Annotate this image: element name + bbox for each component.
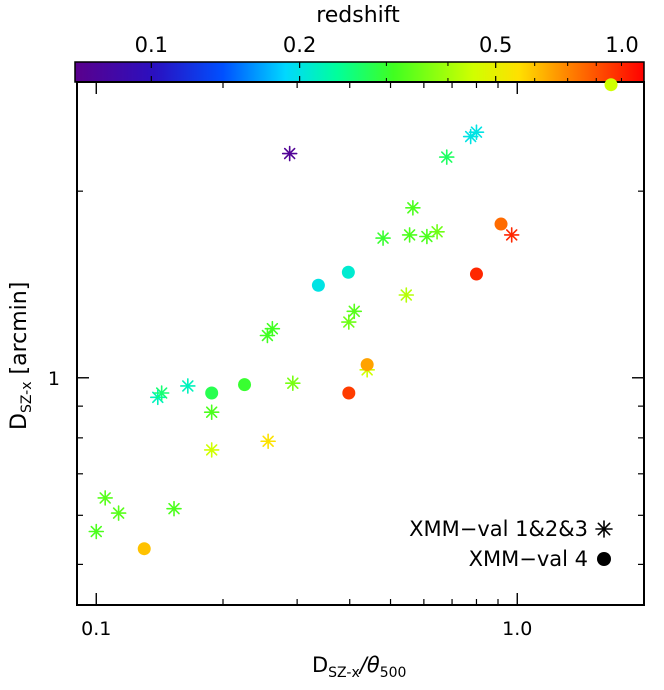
asterisk-point [401, 227, 418, 243]
legend: XMM−val 1&2&3 XMM−val 4 [409, 517, 613, 571]
asterisk-point [438, 149, 455, 165]
circle-point [311, 278, 325, 292]
asterisk-point [180, 378, 196, 394]
colorbar-tick-label: 0.1 [135, 33, 168, 57]
x-axis-label-theta: /θ [358, 653, 380, 677]
asterisk-point [346, 303, 363, 320]
axis-ticks: 0.1 1.0 1 [48, 81, 644, 640]
legend-asterisk-mark [595, 520, 613, 538]
asterisk-point [503, 227, 520, 243]
legend-label-asterisk: XMM−val 1&2&3 [409, 517, 588, 541]
colorbar-tick-label: 0.5 [479, 33, 512, 57]
circle-point [342, 386, 356, 400]
y-axis-label-main: D [7, 413, 32, 430]
colorbar [74, 61, 645, 83]
circle-point [494, 217, 508, 231]
asterisk-point [341, 314, 357, 330]
legend-label-circle: XMM−val 4 [469, 547, 588, 571]
x-axis-label-sub: SZ-x [328, 665, 360, 681]
y-axis-label-unit: [arcmin] [7, 282, 32, 382]
x-tick-label: 1.0 [502, 618, 532, 640]
asterisk-point [405, 200, 421, 216]
legend-asterisk-icon [595, 520, 613, 538]
asterisk-point [281, 145, 298, 162]
circle-point [604, 78, 618, 92]
asterisk-point [110, 505, 127, 521]
colorbar-ticks: 0.1 0.2 0.5 1.0 [135, 33, 639, 82]
asterisk-point [88, 523, 105, 540]
x-axis-label: DSZ-x/θ500 [312, 653, 406, 681]
colorbar-tick-label: 0.2 [283, 33, 316, 57]
asterisk-point [375, 230, 391, 246]
circle-point [341, 265, 355, 279]
legend-circle-icon [597, 552, 611, 566]
circle-point [238, 378, 252, 392]
asterisk-point [153, 385, 170, 401]
asterisk-point [203, 442, 220, 458]
asterisk-point [259, 327, 276, 344]
asterisk-point [203, 404, 220, 420]
y-tick-label: 1 [48, 368, 60, 390]
y-axis-label-sub: SZ-x [19, 381, 35, 413]
asterisk-point [398, 287, 415, 303]
asterisk-point [468, 124, 485, 140]
asterisk-point [419, 228, 435, 245]
circle-point [205, 386, 219, 400]
data-points [88, 78, 618, 556]
colorbar-title: redshift [316, 3, 400, 28]
colorbar-tick-label: 1.0 [605, 33, 638, 57]
asterisk-point [285, 375, 301, 392]
circle-point [137, 542, 151, 556]
y-axis-label: DSZ-x [arcmin] [7, 282, 35, 430]
x-tick-label: 0.1 [81, 618, 111, 640]
asterisk-point [260, 433, 276, 450]
asterisk-point [97, 490, 113, 506]
asterisk-point [429, 223, 445, 240]
circle-point [469, 267, 483, 281]
x-axis-label-main: D [312, 653, 328, 677]
x-axis-label-sub2: 500 [380, 665, 407, 681]
asterisk-point [166, 500, 182, 517]
plot-frame [76, 81, 645, 606]
circle-point [360, 358, 374, 372]
asterisk-point [264, 320, 281, 337]
